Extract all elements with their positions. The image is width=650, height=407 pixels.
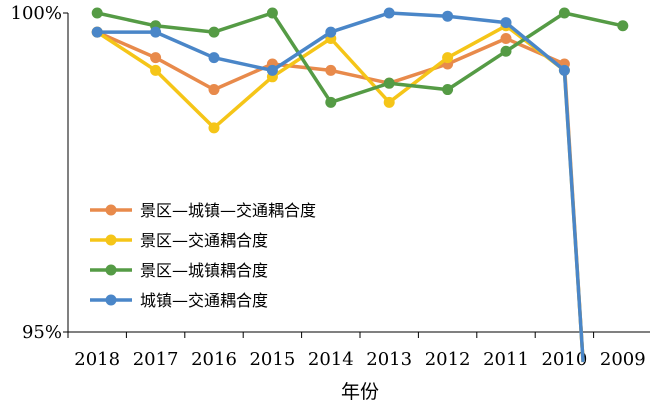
legend-label: 景区—城镇—交通耦合度 <box>140 201 316 220</box>
data-point <box>150 64 162 76</box>
data-point <box>266 64 278 76</box>
data-point <box>500 45 512 57</box>
data-point <box>150 26 162 38</box>
x-tick-label: 2018 <box>74 349 120 370</box>
data-point <box>91 7 103 19</box>
data-point <box>208 52 220 64</box>
x-tick-label: 2013 <box>366 349 412 370</box>
legend-item: 景区—交通耦合度 <box>90 231 268 250</box>
data-point <box>500 17 512 29</box>
x-tick-label: 2009 <box>600 349 646 370</box>
data-point <box>617 20 629 32</box>
series-line <box>96 11 624 105</box>
legend-item: 城镇—交通耦合度 <box>90 291 268 310</box>
data-point <box>325 96 337 108</box>
series-3 <box>91 7 629 108</box>
data-point <box>208 122 220 134</box>
series-line <box>97 11 585 363</box>
legend-label: 景区—城镇耦合度 <box>140 261 268 280</box>
data-point <box>150 52 162 64</box>
legend-item: 景区—城镇耦合度 <box>90 261 268 280</box>
data-point <box>208 26 220 38</box>
x-tick-label: 2010 <box>541 349 587 370</box>
legend-label: 景区—交通耦合度 <box>140 231 268 250</box>
data-point <box>325 26 337 38</box>
legend-swatch-marker <box>105 234 117 246</box>
data-point <box>442 10 454 22</box>
series-line <box>96 24 585 363</box>
series-line <box>96 30 585 363</box>
data-point <box>442 52 454 64</box>
x-axis-title: 年份 <box>341 381 379 403</box>
legend-swatch-marker <box>105 264 117 276</box>
x-tick-label: 2016 <box>191 349 237 370</box>
legend-label: 城镇—交通耦合度 <box>140 291 268 310</box>
below-axis-mask <box>0 374 650 407</box>
data-point <box>383 96 395 108</box>
x-tick-label: 2017 <box>133 349 179 370</box>
data-point <box>442 84 454 96</box>
y-tick-label: 95% <box>22 322 62 343</box>
data-point <box>558 7 570 19</box>
data-point <box>500 33 512 45</box>
series-1 <box>91 26 585 363</box>
data-point <box>383 7 395 19</box>
data-point <box>266 7 278 19</box>
y-tick-label: 100% <box>11 3 62 24</box>
x-tick-label: 2015 <box>249 349 295 370</box>
legend-swatch-marker <box>105 294 117 306</box>
data-point <box>383 77 395 89</box>
data-point <box>91 26 103 38</box>
x-tick-label: 2014 <box>308 349 354 370</box>
data-point <box>325 64 337 76</box>
data-point <box>208 84 220 96</box>
series-4 <box>91 7 585 363</box>
x-tick-label: 2011 <box>483 349 529 370</box>
axis-ticks: 100% 95% 2018 2017 2016 2015 2014 2013 2012 2011 2… <box>11 3 646 370</box>
legend-item: 景区—城镇—交通耦合度 <box>90 201 316 220</box>
x-tick-label: 2012 <box>425 349 471 370</box>
data-point <box>558 64 570 76</box>
series-layer <box>0 7 650 407</box>
legend-swatch-marker <box>105 204 117 216</box>
